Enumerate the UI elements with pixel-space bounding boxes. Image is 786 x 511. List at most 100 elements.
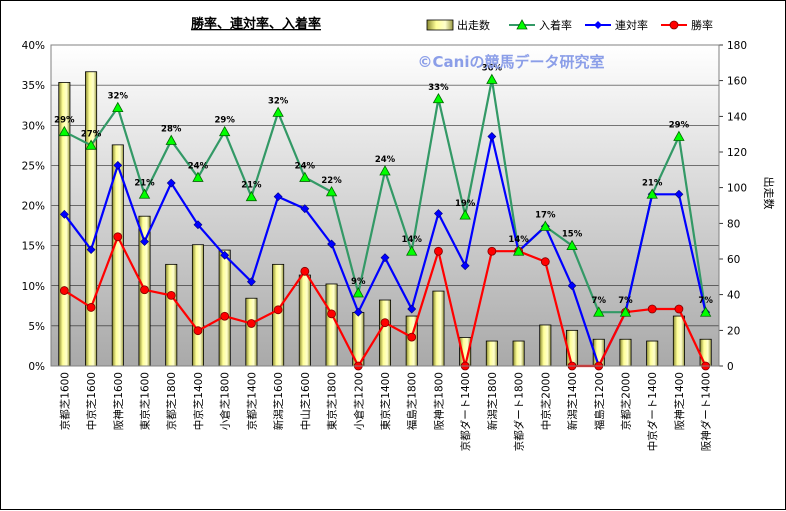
category-label: 中京芝1400 <box>192 372 205 430</box>
point-入着率 <box>593 306 605 317</box>
point-勝率 <box>113 232 123 242</box>
y-right-tick-label: 100 <box>727 183 747 195</box>
y-left-tick-label: 5% <box>28 321 45 333</box>
data-label: 27% <box>81 129 102 139</box>
bar <box>298 274 311 367</box>
category-label: 京都ダート1800 <box>513 372 526 451</box>
bar <box>512 340 525 367</box>
y-right-tick-label: 80 <box>727 218 740 230</box>
category-label: 京都芝1400 <box>245 372 258 430</box>
y-left-tick-label: 30% <box>22 120 45 132</box>
legend-label: 連対率 <box>615 18 648 32</box>
bar <box>218 249 231 367</box>
point-入着率 <box>566 239 578 251</box>
data-label: 14% <box>508 235 529 245</box>
category-label: 新潟芝1600 <box>272 372 285 430</box>
y-left-tick-label: 20% <box>22 201 45 213</box>
category-label: 中京芝1600 <box>85 372 98 430</box>
bar <box>485 340 498 367</box>
legend-label: 入着率 <box>539 18 572 32</box>
data-label: 7% <box>618 296 633 306</box>
point-勝率 <box>327 309 336 319</box>
point-勝率 <box>434 246 443 256</box>
bar <box>646 340 659 367</box>
point-連対率 <box>434 209 443 218</box>
point-連対率 <box>300 204 310 214</box>
point-入着率 <box>58 125 71 137</box>
bar <box>432 290 445 367</box>
data-label: 21% <box>642 178 663 188</box>
category-label: 阪神芝1600 <box>112 372 125 430</box>
point-勝率 <box>140 285 149 295</box>
point-勝率 <box>647 304 657 314</box>
chart-title: 勝率、連対率、入着率 <box>191 16 321 32</box>
legend-swatch-出走数 <box>426 19 454 31</box>
legend-marker-入着率 <box>516 19 528 30</box>
category-label: 小倉芝1200 <box>352 372 365 430</box>
point-入着率 <box>646 188 658 199</box>
plot-border <box>50 44 720 367</box>
category-label: 阪神芝1800 <box>432 372 445 430</box>
data-label: 28% <box>161 124 182 134</box>
data-label: 24% <box>295 161 316 171</box>
y-left-tick-label: 15% <box>22 241 45 253</box>
point-入着率 <box>219 125 231 137</box>
category-label: 京都芝1600 <box>58 372 71 430</box>
category-label: 小倉芝1800 <box>219 372 232 430</box>
point-入着率 <box>699 306 712 317</box>
y-right-tick-label: 160 <box>727 76 747 88</box>
data-label: 36% <box>482 64 503 74</box>
point-入着率 <box>352 287 364 298</box>
data-label: 21% <box>241 181 262 191</box>
point-入着率 <box>619 306 632 317</box>
y-right-tick-label: 60 <box>727 254 740 266</box>
category-label: 阪神ダート1400 <box>700 372 713 451</box>
data-label: 24% <box>188 161 209 171</box>
point-勝率 <box>59 286 69 295</box>
category-label: 福島芝1800 <box>406 372 419 430</box>
point-連対率 <box>353 307 363 317</box>
point-入着率 <box>325 186 338 197</box>
data-label: 14% <box>402 235 423 245</box>
data-label: 29% <box>669 120 690 130</box>
point-入着率 <box>539 220 551 231</box>
data-label: 21% <box>134 178 155 188</box>
point-入着率 <box>512 245 525 256</box>
point-入着率 <box>112 101 124 112</box>
bar <box>539 324 552 367</box>
point-勝率 <box>300 266 310 276</box>
data-label: 17% <box>535 210 556 220</box>
point-入着率 <box>486 73 498 84</box>
watermark: ©Caniの競馬データ研究室 <box>418 53 605 71</box>
y-right-tick-label: 0 <box>727 361 734 373</box>
point-連対率 <box>567 281 577 291</box>
point-勝率 <box>86 303 96 312</box>
y-right-tick-label: 40 <box>727 290 740 302</box>
point-勝率 <box>540 257 550 267</box>
point-入着率 <box>459 209 471 220</box>
point-入着率 <box>379 165 391 176</box>
category-label: 東京芝1800 <box>326 372 339 430</box>
data-label: 22% <box>321 176 342 186</box>
category-label: 東京芝1600 <box>139 372 152 430</box>
point-連対率 <box>674 189 684 199</box>
point-連対率 <box>407 304 417 314</box>
bar <box>325 283 338 367</box>
data-label: 32% <box>108 92 129 102</box>
category-label: 京都ダート1400 <box>459 372 472 451</box>
bar <box>165 263 178 367</box>
point-連対率 <box>380 253 390 263</box>
point-入着率 <box>138 188 151 199</box>
point-連対率 <box>327 239 336 249</box>
y-right-tick-label: 120 <box>727 147 747 159</box>
bar <box>85 71 98 367</box>
category-label: 東京芝1400 <box>379 372 392 430</box>
bar <box>378 299 392 367</box>
data-label: 7% <box>698 296 713 306</box>
point-入着率 <box>432 92 445 104</box>
category-label: 中京芝2000 <box>539 372 552 430</box>
data-label: 19% <box>455 199 476 209</box>
bar <box>619 338 632 367</box>
point-連対率 <box>193 220 203 230</box>
